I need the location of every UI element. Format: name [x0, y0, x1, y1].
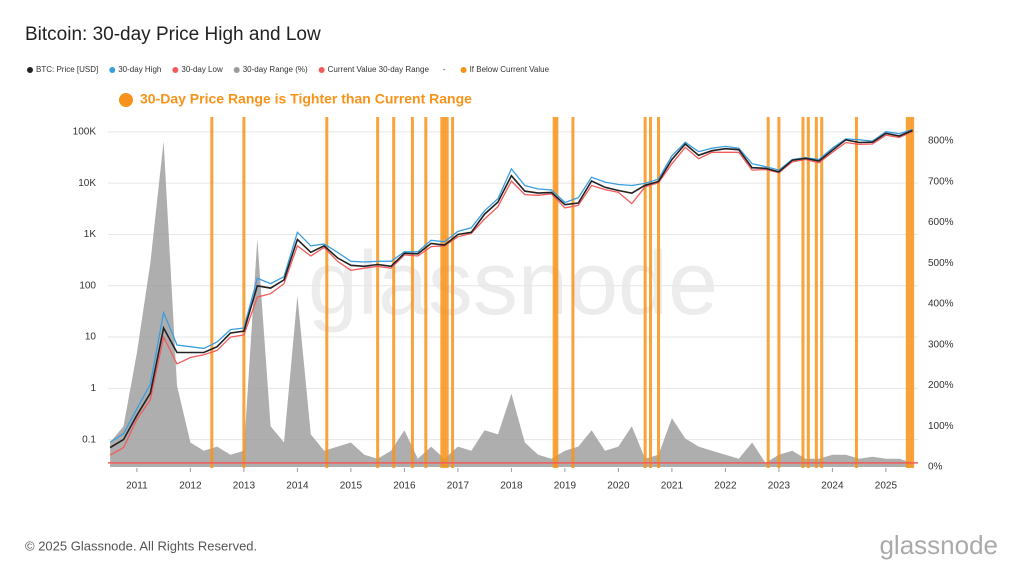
x-tick-label: 2015 [340, 481, 363, 492]
legend-swatch [460, 67, 467, 73]
y2-tick-label: 600% [928, 217, 954, 228]
x-tick-label: 2020 [607, 481, 630, 492]
below-current-marker [905, 117, 909, 468]
x-tick-label: 2021 [661, 481, 684, 492]
below-current-marker [443, 117, 447, 468]
x-tick-label: 2012 [179, 481, 202, 492]
below-current-marker [801, 117, 805, 468]
y-tick-label: 10 [85, 332, 97, 343]
below-current-marker [376, 117, 380, 468]
below-current-marker [908, 117, 912, 468]
legend-label: 30-day High [118, 65, 161, 74]
x-tick-label: 2017 [447, 481, 470, 492]
y2-tick-label: 200% [928, 380, 954, 391]
y2-tick-label: 100% [928, 421, 954, 432]
below-current-marker [210, 117, 214, 468]
below-current-marker [643, 117, 647, 468]
annotation-dot [119, 93, 133, 107]
x-tick-label: 2018 [500, 481, 523, 492]
price-line [109, 129, 913, 449]
legend-separator: - [443, 65, 446, 74]
y-tick-label: 100K [73, 127, 97, 138]
x-tick-label: 2014 [286, 481, 309, 492]
legend-label: 30-day Low [181, 65, 223, 74]
logo: glassnode [879, 530, 998, 560]
below-current-marker [440, 117, 444, 468]
y2-tick-label: 500% [928, 258, 954, 269]
x-tick-label: 2019 [554, 481, 577, 492]
legend: BTC: Price [USD] 30-day High 30-day Low 30-… [27, 65, 550, 74]
y2-tick-label: 300% [928, 339, 954, 350]
plot-area: glassnode 0.1 1 10 100 1K 10K 100K 0% 100% 200% 300… [73, 117, 954, 492]
below-current-marker [806, 117, 810, 468]
legend-label: BTC: Price [USD] [36, 65, 98, 74]
x-tick-label: 2022 [714, 481, 737, 492]
below-current-marker [657, 117, 661, 468]
below-current-marker [814, 117, 818, 468]
legend-label: 30-day Range (%) [243, 65, 308, 74]
below-current-marker [766, 117, 770, 468]
x-tick-label: 2013 [233, 481, 256, 492]
y-tick-label: 10K [78, 178, 96, 189]
below-current-marker [777, 117, 781, 468]
x-tick-label: 2016 [393, 481, 416, 492]
y2-tick-label: 700% [928, 176, 954, 187]
price-line [109, 128, 913, 443]
legend-swatch [318, 67, 325, 73]
below-current-marker [242, 117, 246, 468]
legend-swatch [172, 67, 179, 73]
footer: © 2025 Glassnode. All Rights Reserved. [25, 538, 257, 553]
x-tick-label: 2025 [875, 481, 898, 492]
below-current-marker [552, 117, 556, 468]
below-current-marker [451, 117, 455, 468]
below-current-marker [911, 117, 915, 468]
below-current-marker [555, 117, 559, 468]
annotation: 30-Day Price Range is Tighter than Curre… [140, 91, 472, 107]
range-area [110, 141, 913, 467]
legend-label: Current Value 30-day Range [328, 65, 430, 74]
below-current-marker [648, 117, 652, 468]
below-current-marker [424, 117, 428, 468]
legend-swatch [27, 67, 33, 73]
x-tick-label: 2023 [768, 481, 791, 492]
y-tick-label: 1 [90, 383, 96, 394]
y-tick-label: 0.1 [82, 434, 96, 445]
below-current-marker [571, 117, 575, 468]
y2-tick-label: 400% [928, 299, 954, 310]
below-current-marker [392, 117, 396, 468]
y2-tick-label: 800% [928, 136, 954, 147]
chart-title: Bitcoin: 30-day Price High and Low [25, 24, 321, 45]
y-tick-label: 100 [79, 280, 96, 291]
x-tick-label: 2011 [126, 481, 148, 492]
watermark: glassnode [308, 234, 718, 334]
y-tick-label: 1K [84, 229, 97, 240]
below-current-marker [325, 117, 329, 468]
legend-swatch [109, 67, 116, 73]
legend-swatch [233, 67, 240, 73]
x-tick-label: 2024 [821, 481, 844, 492]
below-current-marker [854, 117, 858, 468]
legend-label: If Below Current Value [470, 65, 550, 74]
below-current-marker [410, 117, 414, 468]
below-current-marker [820, 117, 824, 468]
below-current-marker [445, 117, 449, 468]
y2-tick-label: 0% [928, 462, 943, 473]
